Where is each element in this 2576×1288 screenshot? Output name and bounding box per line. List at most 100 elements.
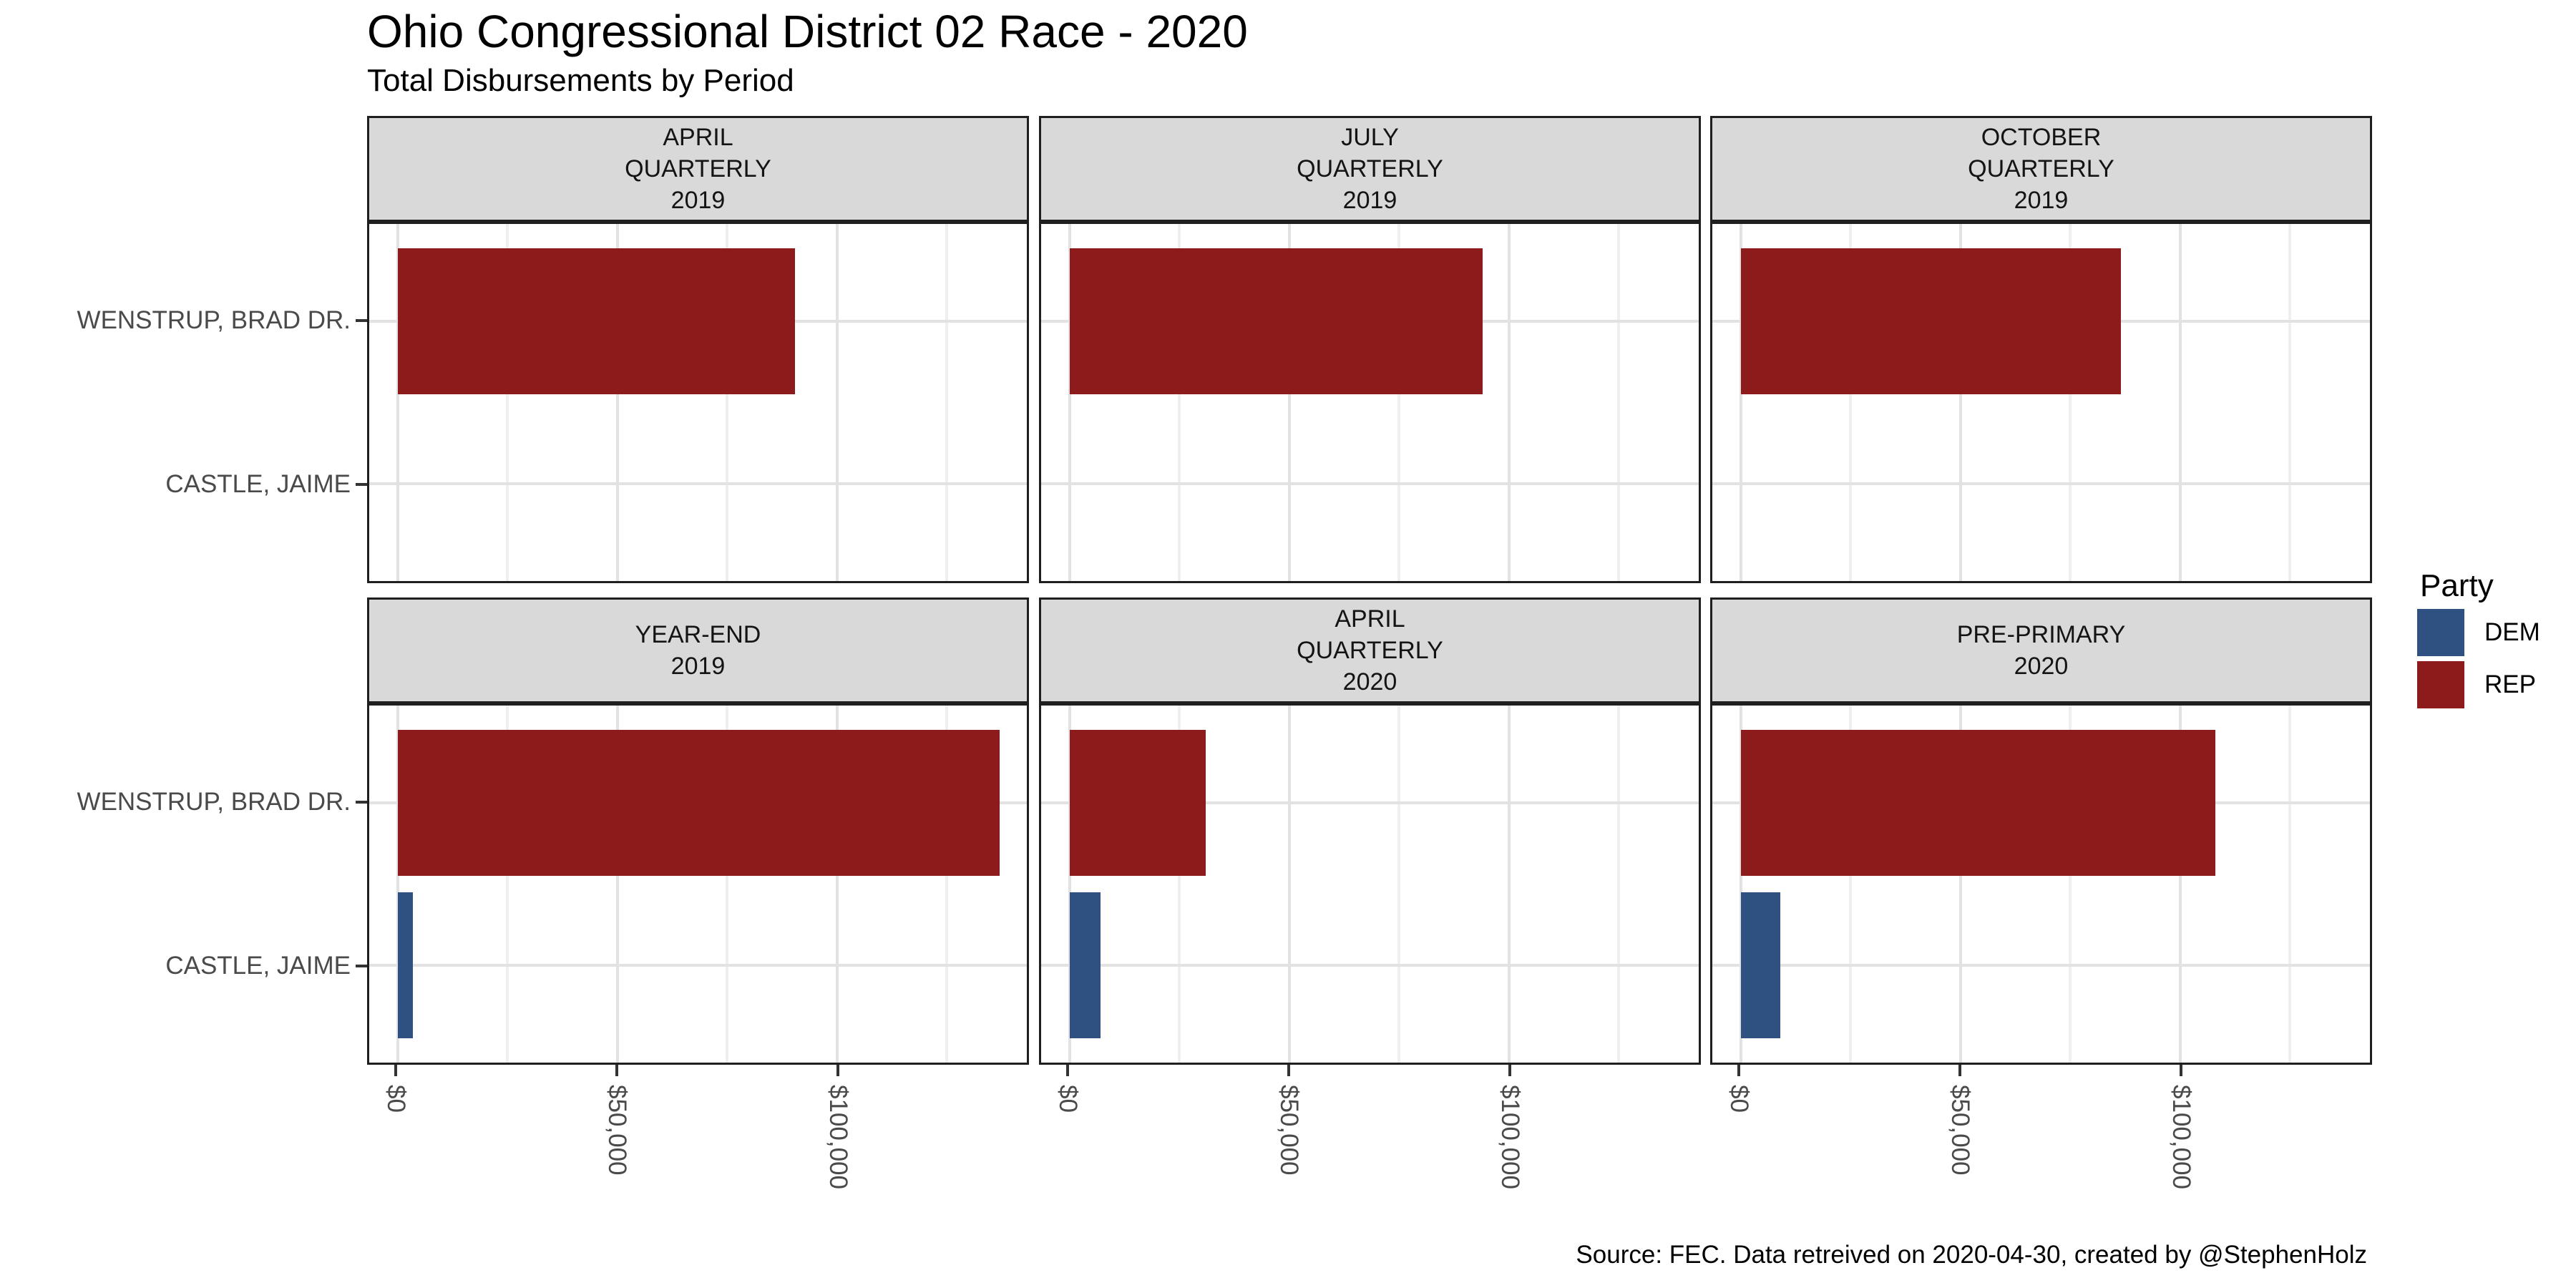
x-axis-tick-label: $100,000 [824,1085,853,1189]
gridline-minor-vertical [1397,224,1401,581]
facet-strip: OCTOBER QUARTERLY 2019 [1710,116,2372,222]
facet-panel [1039,222,1701,583]
gridline-major-vertical [2178,224,2182,581]
gridline-minor-vertical [945,706,949,1063]
gridline-major-horizontal [1712,482,2370,485]
chart-subtitle: Total Disbursements by Period [367,63,794,98]
facet-strip-label-line: 2019 [1342,187,1397,214]
bar-wenstrup [1740,248,2121,395]
bar-wenstrup [1740,730,2215,877]
x-axis-tick-label: $100,000 [2167,1085,2196,1189]
x-axis-tick [615,1065,619,1076]
gridline-minor-vertical [2288,224,2292,581]
gridline-major-vertical [1958,706,1962,1063]
facet-strip-label-line: QUARTERLY [1968,155,2114,182]
gridline-major-vertical [1287,224,1291,581]
facet-strip-label-line: JULY [1341,124,1399,151]
facet-panel [1039,703,1701,1065]
bar-castle [397,892,414,1038]
gridline-minor-vertical [1849,224,1853,581]
gridline-major-vertical [1507,706,1511,1063]
bar-castle [1740,892,1780,1038]
gridline-major-vertical [835,224,839,581]
gridline-major-vertical [396,224,399,581]
x-axis-tick-label: $50,000 [1946,1085,1975,1176]
source-caption: Source: FEC. Data retreived on 2020-04-3… [1576,1241,2367,1269]
chart-title: Ohio Congressional District 02 Race - 20… [367,6,1248,57]
gridline-minor-vertical [1617,706,1621,1063]
gridline-minor-vertical [1178,706,1181,1063]
facet-strip-label-line: 2020 [1342,668,1397,696]
y-axis-candidate-label: CASTLE, JAIME [165,470,351,499]
x-axis-tick [1508,1065,1512,1076]
gridline-minor-vertical [726,706,729,1063]
gridline-minor-vertical [1397,706,1401,1063]
gridline-minor-vertical [1178,224,1181,581]
facet-strip: JULY QUARTERLY 2019 [1039,116,1701,222]
facet-strip-label-line: APRIL [663,124,733,151]
bar-castle [1069,892,1101,1038]
gridline-minor-vertical [2069,224,2072,581]
gridline-major-vertical [1507,224,1511,581]
facet-panel [367,703,1029,1065]
facet-panel [1710,703,2372,1065]
legend: Party DEM REP [2417,568,2540,708]
x-axis-tick-label: $0 [1054,1085,1083,1113]
gridline-major-horizontal [1041,963,1699,967]
x-axis-tick [2180,1065,2183,1076]
x-axis-tick-label: $0 [382,1085,411,1113]
dem-color-swatch [2417,609,2464,656]
gridline-minor-vertical [945,224,949,581]
y-axis-tick [356,318,367,322]
bar-wenstrup [1069,248,1483,395]
x-axis-tick [1066,1065,1070,1076]
y-axis-candidate-label: WENSTRUP, BRAD DR. [77,787,351,816]
facet-strip: APRIL QUARTERLY 2019 [367,116,1029,222]
facet-strip-label-line: QUARTERLY [1297,637,1443,664]
gridline-major-vertical [1958,224,1962,581]
gridline-major-vertical [2178,706,2182,1063]
gridline-minor-vertical [506,706,509,1063]
y-axis-tick [356,483,367,487]
gridline-minor-vertical [1849,706,1853,1063]
x-axis-tick [1958,1065,1962,1076]
facet-strip-label-line: OCTOBER [1981,124,2102,151]
legend-title: Party [2420,568,2494,603]
gridline-minor-vertical [506,224,509,581]
gridline-major-horizontal [1712,963,2370,967]
facet-strip-label-line: PRE-PRIMARY [1956,621,2126,648]
x-axis-tick [1287,1065,1291,1076]
facet-strip-label-line: QUARTERLY [625,155,771,182]
legend-item-rep: REP [2417,661,2540,708]
gridline-major-vertical [615,224,619,581]
gridline-major-horizontal [1041,482,1699,485]
x-axis-tick [394,1065,398,1076]
facet-strip-label-line: 2019 [2014,187,2069,214]
y-axis-tick [356,800,367,804]
facet-panel [1710,222,2372,583]
gridline-major-horizontal [369,482,1027,485]
gridline-major-vertical [396,706,399,1063]
rep-color-swatch [2417,661,2464,708]
y-axis-candidate-label: WENSTRUP, BRAD DR. [77,306,351,334]
x-axis-tick-label: $50,000 [1275,1085,1304,1176]
gridline-major-vertical [615,706,619,1063]
facet-strip-label-line: 2020 [2014,653,2069,680]
gridline-major-horizontal [369,963,1027,967]
facet-strip-label-line: YEAR-END [635,621,761,648]
bar-wenstrup [397,730,1000,877]
x-axis-tick [836,1065,840,1076]
x-axis-tick-label: $0 [1725,1085,1754,1113]
gridline-minor-vertical [1617,224,1621,581]
legend-item-dem: DEM [2417,609,2540,656]
facet-strip: PRE-PRIMARY 2020 [1710,597,2372,703]
facet-strip: YEAR-END 2019 [367,597,1029,703]
gridline-minor-vertical [2288,706,2292,1063]
gridline-major-vertical [1287,706,1291,1063]
y-axis-candidate-label: CASTLE, JAIME [165,952,351,980]
facet-strip-label-line: 2019 [670,187,726,214]
facet-strip: APRIL QUARTERLY 2020 [1039,597,1701,703]
gridline-major-horizontal [1041,801,1699,805]
bar-wenstrup [1069,730,1206,877]
x-axis-tick-label: $50,000 [603,1085,632,1176]
